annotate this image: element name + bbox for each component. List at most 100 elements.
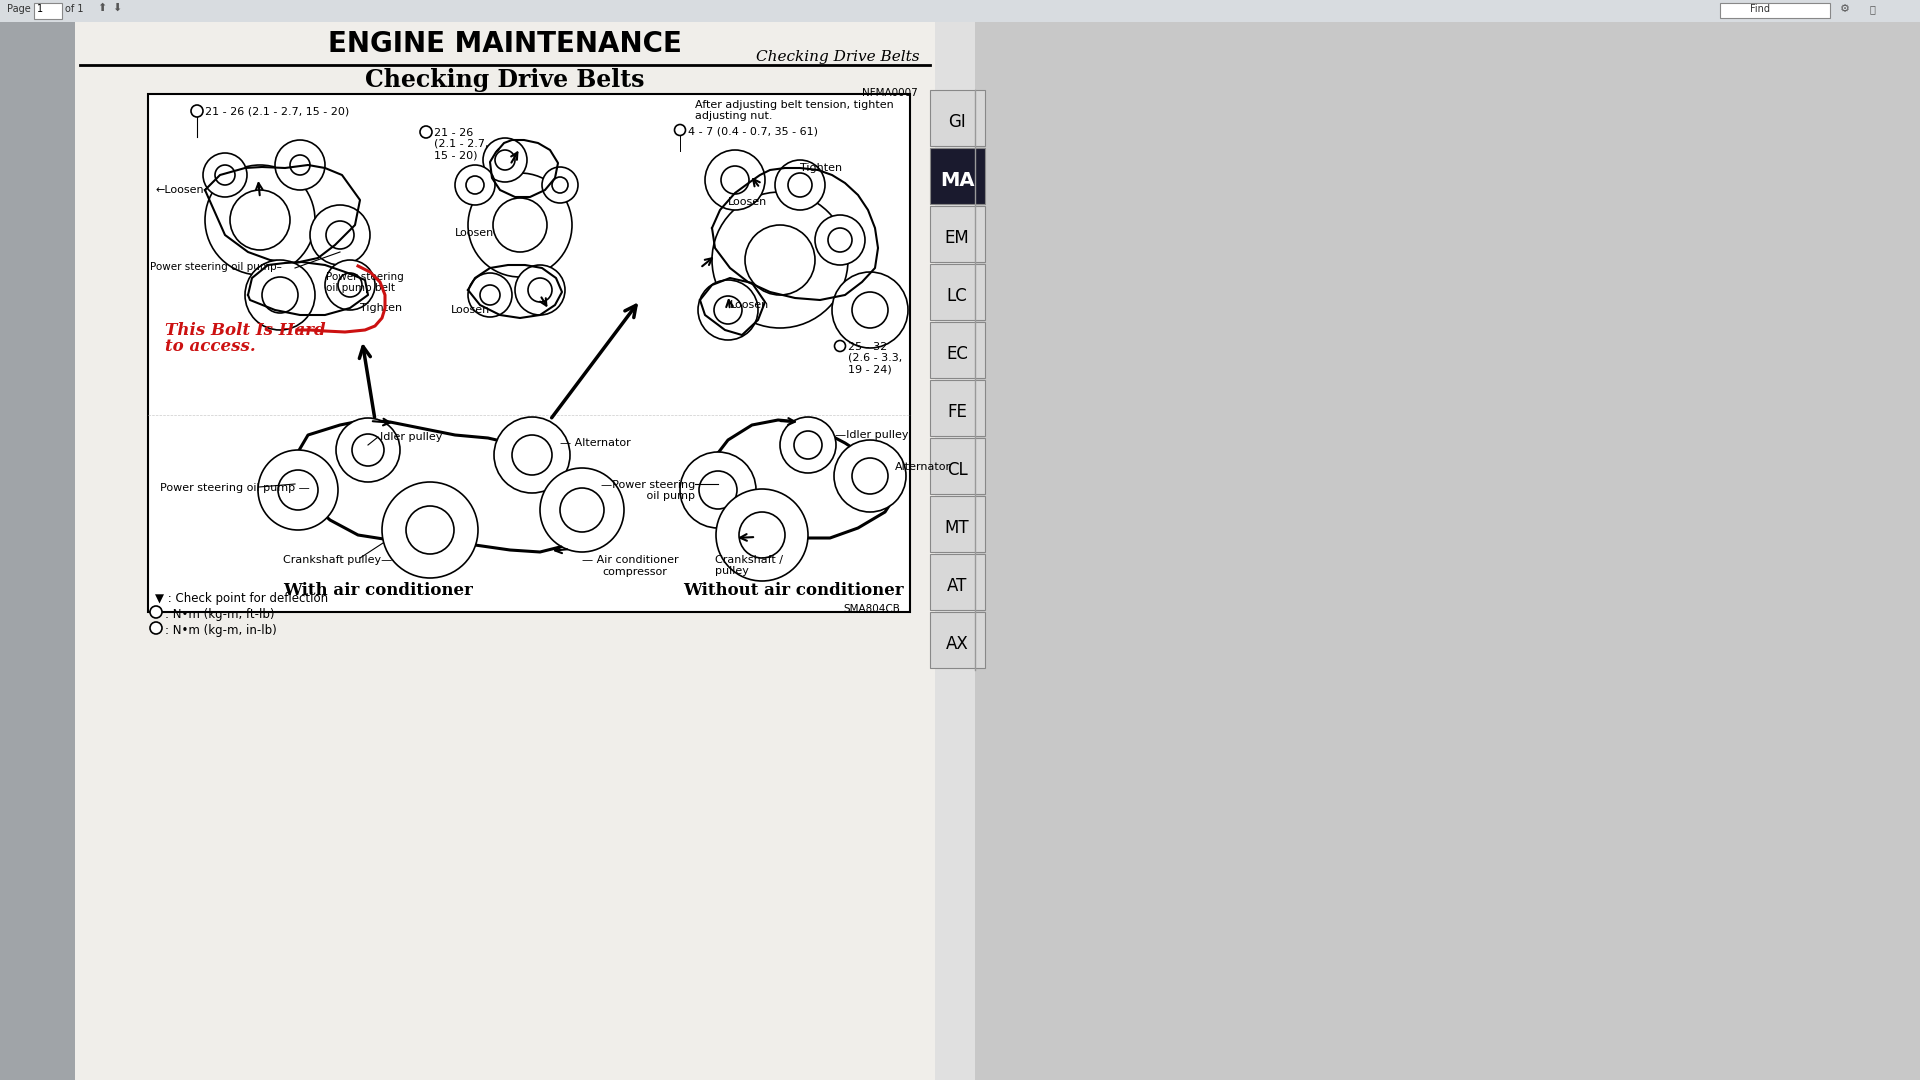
Circle shape <box>215 165 234 185</box>
Bar <box>929 264 985 320</box>
Text: Page: Page <box>8 4 31 14</box>
Text: oil pump belt: oil pump belt <box>326 283 396 293</box>
Text: 21 - 26: 21 - 26 <box>434 129 472 138</box>
Text: 19 - 24): 19 - 24) <box>849 364 891 374</box>
Text: —Idler pulley: —Idler pulley <box>835 430 908 440</box>
Circle shape <box>835 340 845 351</box>
Text: Loosen: Loosen <box>730 300 770 310</box>
Bar <box>148 94 910 612</box>
Text: Power steering oil pump–: Power steering oil pump– <box>150 262 282 272</box>
Text: MA: MA <box>939 171 973 190</box>
Circle shape <box>405 507 453 554</box>
Text: Checking Drive Belts: Checking Drive Belts <box>756 50 920 64</box>
Circle shape <box>712 192 849 328</box>
Circle shape <box>326 221 353 249</box>
Bar <box>929 90 985 146</box>
Circle shape <box>513 435 553 475</box>
Text: This Bolt Is Hard: This Bolt Is Hard <box>165 322 326 339</box>
Circle shape <box>190 105 204 117</box>
Circle shape <box>528 278 553 302</box>
Bar <box>75 22 935 1080</box>
Circle shape <box>714 296 741 324</box>
Text: ←Loosen: ←Loosen <box>156 185 204 195</box>
Text: GI: GI <box>948 113 966 131</box>
Text: 1: 1 <box>36 4 42 14</box>
Circle shape <box>795 431 822 459</box>
Circle shape <box>833 440 906 512</box>
Circle shape <box>495 150 515 170</box>
Circle shape <box>540 468 624 552</box>
Bar <box>929 148 985 204</box>
Text: Crankshaft /: Crankshaft / <box>714 555 783 565</box>
Bar <box>929 322 985 378</box>
Text: Power steering: Power steering <box>326 272 403 282</box>
Circle shape <box>541 167 578 203</box>
Circle shape <box>290 156 309 175</box>
Circle shape <box>852 458 887 494</box>
Text: SMA804CB: SMA804CB <box>843 604 900 615</box>
Circle shape <box>480 285 499 305</box>
Text: After adjusting belt tension, tighten: After adjusting belt tension, tighten <box>695 100 893 110</box>
Circle shape <box>484 138 526 183</box>
Text: ⬇: ⬇ <box>111 3 121 13</box>
Circle shape <box>205 165 315 275</box>
Text: EC: EC <box>947 345 968 363</box>
Circle shape <box>257 450 338 530</box>
Text: Checking Drive Belts: Checking Drive Belts <box>365 68 645 92</box>
Text: —Power steering: —Power steering <box>601 480 695 490</box>
Text: EM: EM <box>945 229 970 247</box>
Text: : N•m (kg-m, in-lb): : N•m (kg-m, in-lb) <box>165 624 276 637</box>
Text: (2.6 - 3.3,: (2.6 - 3.3, <box>849 353 902 363</box>
Circle shape <box>230 190 290 249</box>
Text: CL: CL <box>947 461 968 480</box>
Circle shape <box>699 471 737 509</box>
Circle shape <box>722 166 749 194</box>
Circle shape <box>309 205 371 265</box>
Text: With air conditioner: With air conditioner <box>282 582 472 599</box>
Circle shape <box>467 176 484 194</box>
Circle shape <box>828 228 852 252</box>
Text: ⚙: ⚙ <box>1839 4 1851 14</box>
Text: 21 - 26 (2.1 - 2.7, 15 - 20): 21 - 26 (2.1 - 2.7, 15 - 20) <box>205 107 349 117</box>
Bar <box>929 496 985 552</box>
Text: ▼ : Check point for deflection: ▼ : Check point for deflection <box>156 592 328 605</box>
Circle shape <box>852 292 887 328</box>
Bar <box>1720 3 1830 18</box>
Circle shape <box>561 488 605 532</box>
Text: Loosen: Loosen <box>728 197 768 207</box>
Text: NFMA0007: NFMA0007 <box>862 87 918 98</box>
Circle shape <box>699 280 758 340</box>
Circle shape <box>336 418 399 482</box>
Bar <box>0 22 75 1080</box>
Text: ⬆: ⬆ <box>98 3 106 13</box>
Circle shape <box>324 260 374 310</box>
Circle shape <box>745 225 814 295</box>
Text: — Alternator: — Alternator <box>561 438 632 448</box>
Circle shape <box>382 482 478 578</box>
Circle shape <box>261 276 298 313</box>
Circle shape <box>493 417 570 492</box>
Text: Crankshaft pulley—: Crankshaft pulley— <box>282 555 392 565</box>
Bar <box>929 554 985 610</box>
Circle shape <box>814 215 866 265</box>
Text: — Air conditioner: — Air conditioner <box>582 555 678 565</box>
Text: Tighten: Tighten <box>361 303 401 313</box>
Circle shape <box>275 140 324 190</box>
Circle shape <box>787 173 812 197</box>
Circle shape <box>515 265 564 315</box>
Circle shape <box>455 165 495 205</box>
Text: MT: MT <box>945 519 970 537</box>
Circle shape <box>468 273 513 318</box>
Circle shape <box>150 622 161 634</box>
Text: LC: LC <box>947 287 968 305</box>
Bar <box>935 22 1920 1080</box>
Text: Tighten: Tighten <box>801 163 843 173</box>
Text: Find: Find <box>1749 4 1770 14</box>
Bar <box>929 612 985 669</box>
Circle shape <box>776 160 826 210</box>
Circle shape <box>278 470 319 510</box>
Circle shape <box>739 512 785 558</box>
Text: Alternator: Alternator <box>895 462 950 472</box>
Text: Power steering oil pump —: Power steering oil pump — <box>159 483 309 492</box>
Bar <box>929 206 985 262</box>
